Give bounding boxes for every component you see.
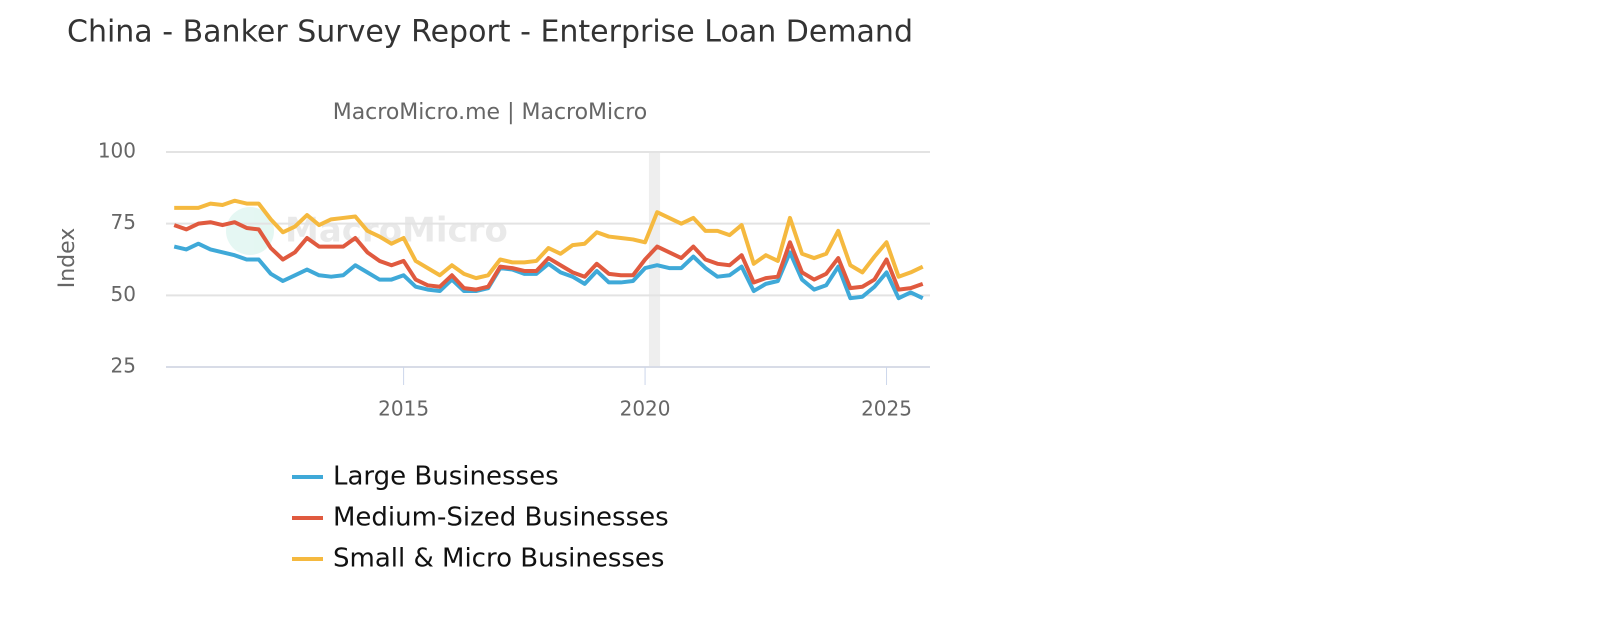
x-tick-label: 2015 — [378, 397, 429, 421]
chart-subtitle: MacroMicro.me | MacroMicro — [333, 100, 648, 125]
watermark-logo — [226, 207, 274, 255]
series-line — [173, 241, 924, 301]
chart-title: China - Banker Survey Report - Enterpris… — [67, 15, 913, 50]
legend-label[interactable]: Small & Micro Businesses — [333, 544, 664, 574]
y-tick-label: 100 — [98, 139, 136, 163]
x-tick-label: 2020 — [620, 397, 671, 421]
watermark: MacroMicro — [285, 211, 508, 251]
y-tick-label: 25 — [111, 354, 136, 378]
legend-label[interactable]: Large Businesses — [333, 462, 559, 492]
series-line — [173, 220, 924, 292]
x-tick-label: 2025 — [861, 397, 912, 421]
legend-label[interactable]: Medium-Sized Businesses — [333, 503, 669, 533]
series-line — [174, 198, 924, 281]
y-tick-label: 75 — [111, 210, 136, 234]
y-tick-label: 50 — [111, 282, 136, 306]
y-axis-label: Index — [55, 228, 80, 289]
watermark-group: MacroMicro — [226, 207, 508, 255]
shaded-band — [648, 152, 661, 367]
